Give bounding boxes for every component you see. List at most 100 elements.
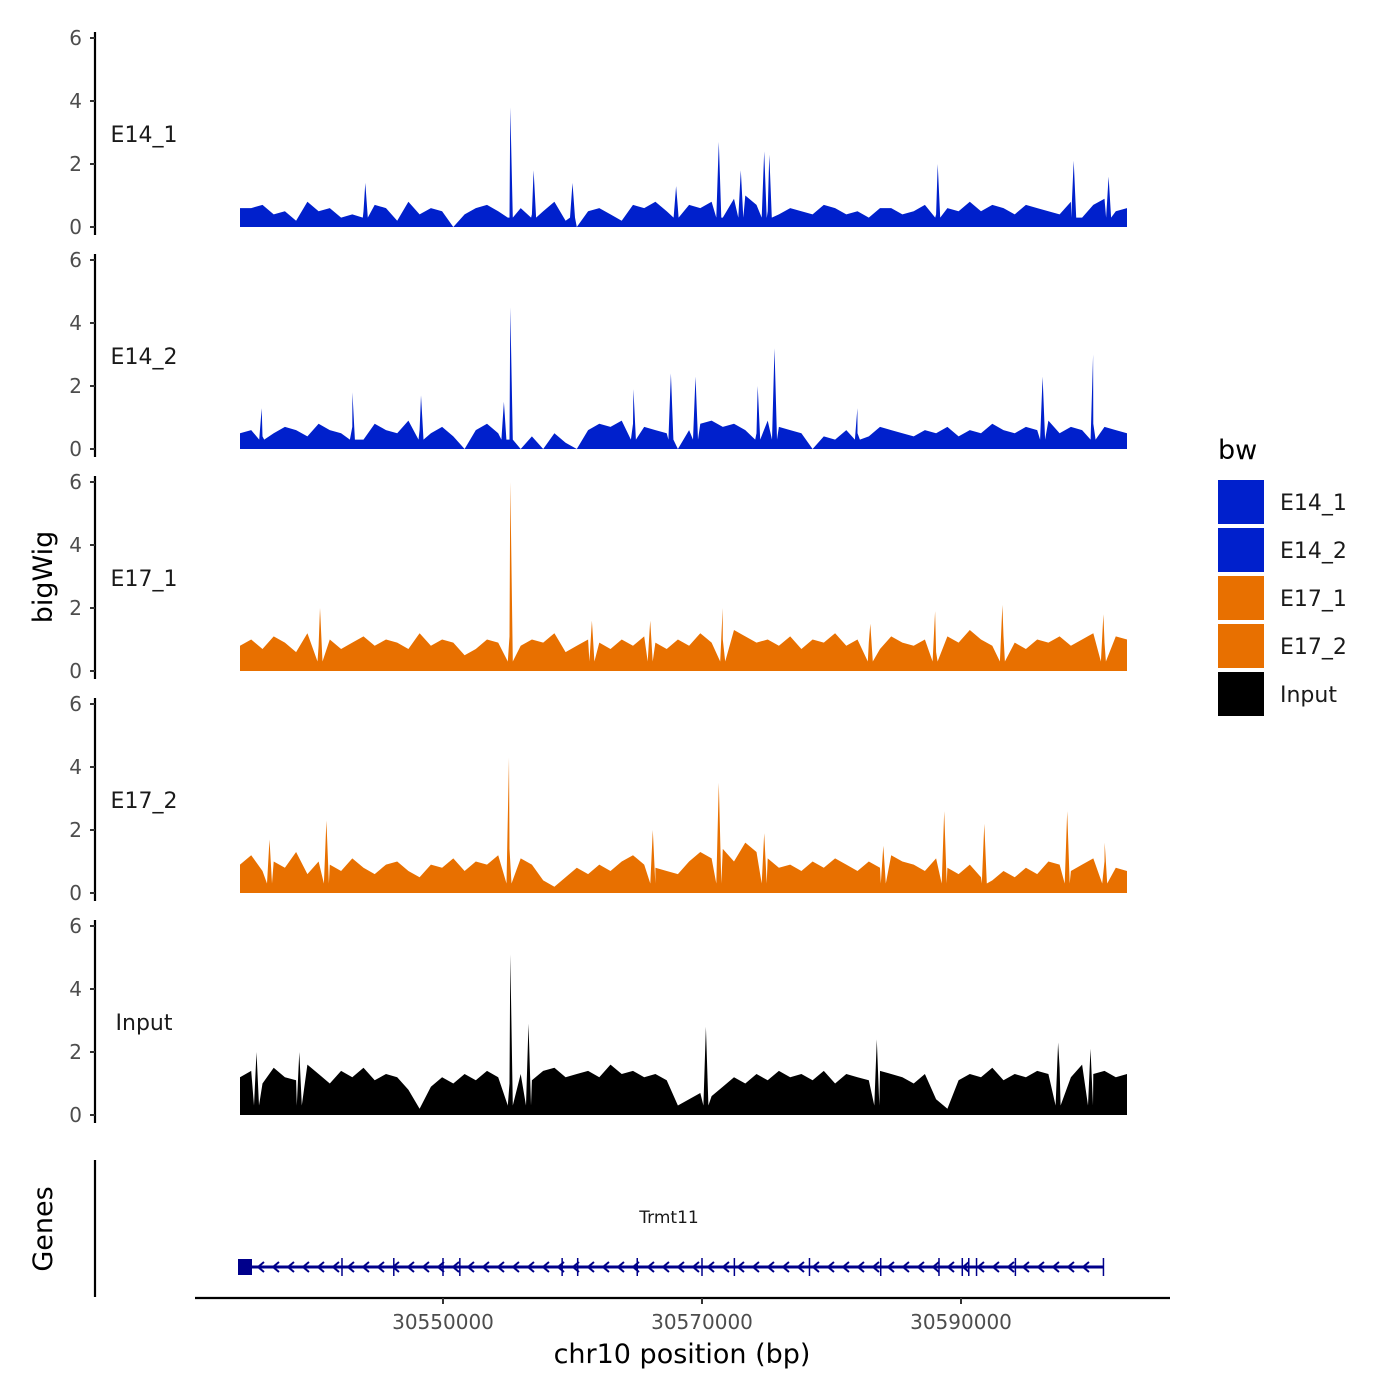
strand-arrow — [271, 1261, 280, 1273]
strand-arrow — [286, 1261, 295, 1273]
strand-arrow — [1006, 1261, 1015, 1273]
y-tick-label: 4 — [69, 311, 82, 335]
strand-arrow — [331, 1261, 340, 1273]
y-tick-label: 6 — [69, 914, 82, 938]
legend-swatch — [1218, 624, 1264, 668]
y-tick-label: 2 — [69, 596, 82, 620]
legend-swatch — [1218, 576, 1264, 620]
strand-arrow — [466, 1261, 475, 1273]
signal-area — [240, 307, 1127, 449]
genes-axis-title: Genes — [28, 1186, 59, 1271]
strand-arrow — [916, 1261, 925, 1273]
strand-arrow — [391, 1261, 400, 1273]
x-tick-label: 30590000 — [910, 1310, 1012, 1334]
y-tick-label: 0 — [69, 659, 82, 683]
legend-label: E17_1 — [1280, 587, 1347, 612]
strand-arrow — [706, 1261, 715, 1273]
strand-arrow — [601, 1261, 610, 1273]
strand-arrow — [736, 1261, 745, 1273]
track-e14-2: 0 2 4 6 E14_2 — [69, 248, 1127, 461]
strand-arrow — [751, 1261, 760, 1273]
strand-arrow — [841, 1261, 850, 1273]
legend-item: E14_2 — [1218, 528, 1347, 572]
y-tick-label: 4 — [69, 977, 82, 1001]
strand-arrow — [496, 1261, 505, 1273]
legend-swatch — [1218, 480, 1264, 524]
track-e17-1: 0 2 4 6 E17_1 — [69, 470, 1127, 683]
strand-arrow — [1081, 1261, 1090, 1273]
x-tick-label: 30570000 — [651, 1310, 753, 1334]
signal-area — [240, 482, 1127, 671]
strand-arrow — [766, 1261, 775, 1273]
strand-arrow — [481, 1261, 490, 1273]
strand-arrow — [361, 1261, 370, 1273]
x-axis-title: chr10 position (bp) — [554, 1339, 811, 1370]
signal-area — [240, 107, 1127, 227]
y-tick-label: 2 — [69, 152, 82, 176]
legend-label: E14_2 — [1280, 539, 1347, 564]
panel-label: E17_1 — [111, 567, 178, 592]
legend-swatch — [1218, 672, 1264, 716]
strand-arrow — [946, 1261, 955, 1273]
track-e14-1: 0 2 4 6 E14_1 — [69, 26, 1127, 239]
y-tick-label: 6 — [69, 26, 82, 50]
panel-label: E17_2 — [111, 789, 178, 814]
x-tick-label: 30550000 — [392, 1310, 494, 1334]
strand-arrow — [376, 1261, 385, 1273]
legend-title: bw — [1218, 435, 1257, 466]
strand-arrow — [721, 1261, 730, 1273]
strand-arrow — [871, 1261, 880, 1273]
legend-item: Input — [1218, 672, 1337, 716]
legend-item: E14_1 — [1218, 480, 1347, 524]
strand-arrow — [1066, 1261, 1075, 1273]
bigwig-tracks: 0 2 4 6 E14_1 0 2 4 6 E14_2 0 2 4 6 E17_1 0 2 4 6 E17_2 0 2 4 6… — [69, 26, 1127, 1127]
strand-arrow — [256, 1261, 265, 1273]
strand-arrow — [661, 1261, 670, 1273]
strand-arrow — [1036, 1261, 1045, 1273]
panel-label: E14_1 — [111, 123, 178, 148]
legend-label: E14_1 — [1280, 491, 1347, 516]
legend-item: E17_1 — [1218, 576, 1347, 620]
legend-label: Input — [1280, 683, 1337, 708]
strand-arrow — [976, 1261, 985, 1273]
strand-arrow — [646, 1261, 655, 1273]
y-tick-label: 4 — [69, 755, 82, 779]
legend: bw E14_1 E14_2 E17_1 E17_2 Input — [1218, 435, 1347, 716]
legend-item: E17_2 — [1218, 624, 1347, 668]
strand-arrow — [511, 1261, 520, 1273]
legend-swatch — [1218, 528, 1264, 572]
panel-label: Input — [116, 1011, 173, 1036]
y-tick-label: 6 — [69, 470, 82, 494]
y-tick-label: 2 — [69, 374, 82, 398]
strand-arrow — [886, 1261, 895, 1273]
strand-arrow — [1021, 1261, 1030, 1273]
strand-arrow — [586, 1261, 595, 1273]
y-tick-label: 6 — [69, 248, 82, 272]
y-tick-label: 2 — [69, 818, 82, 842]
y-tick-label: 4 — [69, 533, 82, 557]
strand-arrow — [991, 1261, 1000, 1273]
strand-arrow — [346, 1261, 355, 1273]
gene-exon — [238, 1259, 252, 1275]
strand-arrow — [901, 1261, 910, 1273]
signal-area — [240, 757, 1127, 893]
y-tick-label: 6 — [69, 692, 82, 716]
gene-label: Trmt11 — [638, 1208, 698, 1228]
strand-arrow — [436, 1261, 445, 1273]
y-tick-label: 0 — [69, 215, 82, 239]
strand-arrow — [406, 1261, 415, 1273]
strand-arrow — [526, 1261, 535, 1273]
y-axis-title: bigWig — [28, 531, 59, 624]
strand-arrow — [1051, 1261, 1060, 1273]
strand-arrow — [541, 1261, 550, 1273]
strand-arrow — [421, 1261, 430, 1273]
legend-label: E17_2 — [1280, 635, 1347, 660]
strand-arrow — [451, 1261, 460, 1273]
track-input: 0 2 4 6 Input — [69, 914, 1127, 1127]
gene-track: Trmt11 — [93, 1160, 1105, 1297]
strand-arrow — [691, 1261, 700, 1273]
strand-arrow — [676, 1261, 685, 1273]
y-tick-label: 0 — [69, 1103, 82, 1127]
strand-arrow — [781, 1261, 790, 1273]
y-tick-label: 0 — [69, 437, 82, 461]
